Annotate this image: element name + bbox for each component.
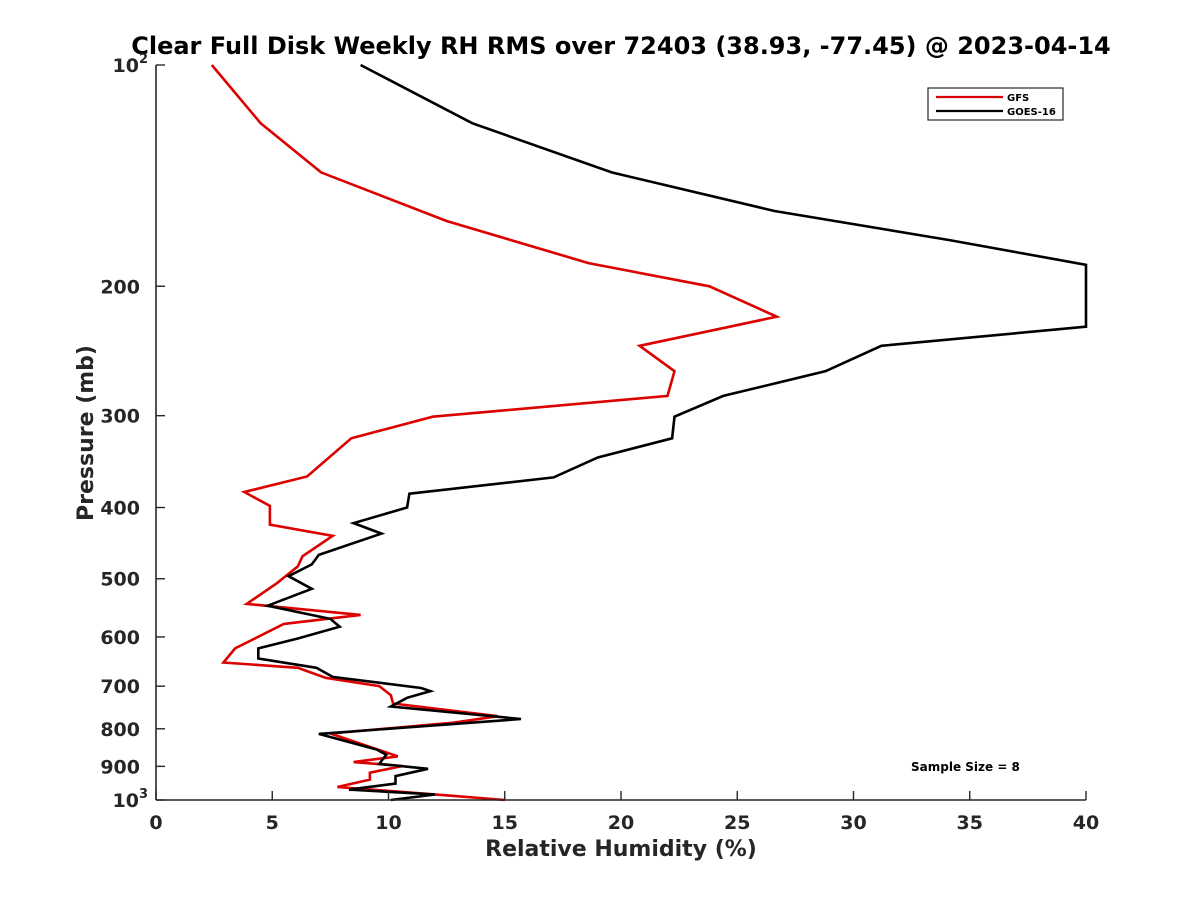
y-axis-label: Pressure (mb): [74, 345, 99, 521]
x-ticks: 0 5 10 15 20 25 30 35 40: [149, 791, 1099, 834]
y-tick-label: 400: [100, 498, 140, 520]
x-axis-label: Relative Humidity (%): [485, 837, 757, 862]
legend-box: [927, 87, 1064, 121]
y-tick-label: 900: [100, 756, 140, 778]
x-tick-label: 25: [724, 812, 750, 834]
chart-title: Clear Full Disk Weekly RH RMS over 72403…: [131, 32, 1111, 60]
x-tick-label: 15: [492, 812, 518, 834]
x-tick-label: 20: [608, 812, 634, 834]
series-layer: [210, 63, 1088, 802]
y-tick-label: 102: [113, 52, 149, 77]
y-tick-label: 300: [100, 406, 140, 428]
y-tick-label: 700: [100, 676, 140, 698]
x-tick-label: 35: [957, 812, 983, 834]
y-tick-label: 800: [100, 719, 140, 741]
y-ticks: 102 200 300 400 500 600 700 800 900 103: [100, 52, 165, 812]
x-tick-label: 40: [1073, 812, 1099, 834]
y-tick-label: 600: [100, 627, 140, 649]
legend: GFS GOES-16: [927, 87, 1064, 121]
y-tick-label: 103: [113, 787, 149, 812]
x-tick-label: 5: [266, 812, 279, 834]
x-tick-label: 30: [840, 812, 866, 834]
x-tick-label: 10: [375, 812, 401, 834]
y-tick-label: 500: [100, 569, 140, 591]
sample-size-annotation: Sample Size = 8: [911, 760, 1020, 774]
y-tick-label: 200: [100, 276, 140, 298]
series-line-goes16: [257, 63, 1088, 802]
legend-label-goes16: GOES-16: [1007, 107, 1056, 118]
plot-area: [156, 65, 1085, 800]
legend-label-gfs: GFS: [1007, 93, 1029, 104]
x-tick-label: 0: [149, 812, 162, 834]
